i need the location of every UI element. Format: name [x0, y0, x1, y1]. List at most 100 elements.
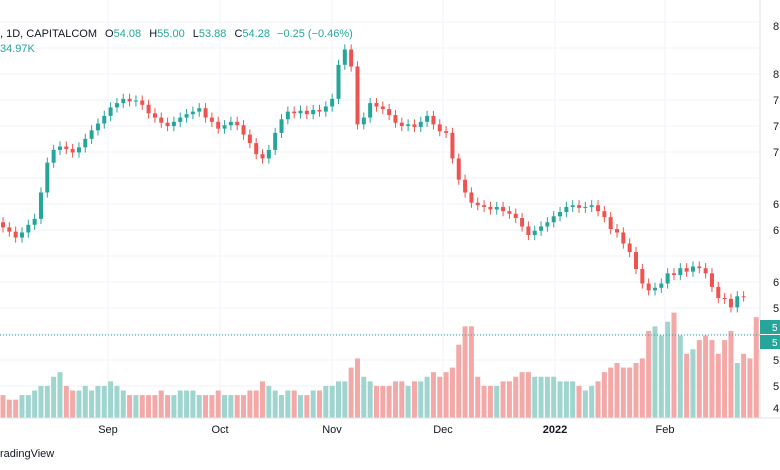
volume-bar	[703, 335, 709, 418]
time-tick-label: Dec	[433, 424, 453, 436]
candle-body	[450, 132, 455, 159]
candle-body	[513, 213, 518, 218]
price-tick-label: 6	[773, 199, 779, 211]
candle-body	[317, 109, 322, 112]
candle-body	[602, 211, 607, 218]
candle-body	[646, 283, 651, 291]
candle-body	[507, 211, 512, 214]
candle-body	[494, 206, 499, 210]
volume-bar	[652, 326, 658, 418]
candle-body	[621, 232, 626, 244]
volume-bar	[380, 385, 386, 418]
volume-bar	[32, 390, 38, 418]
volume-bar	[582, 390, 588, 418]
candle-body	[152, 113, 157, 118]
volume-bar	[114, 385, 120, 418]
candle-body	[551, 216, 556, 223]
candle-body	[241, 125, 246, 135]
volume-bar	[266, 385, 272, 418]
candle-body	[209, 117, 214, 122]
volume-bar	[209, 395, 215, 418]
candle-body	[475, 202, 480, 206]
candle-body	[121, 98, 126, 104]
time-tick-label: Nov	[322, 424, 342, 436]
volume-bar	[462, 326, 468, 418]
volume-bar	[551, 376, 557, 418]
candle-body	[64, 146, 69, 150]
candle-body	[431, 115, 436, 125]
volume-bar	[13, 399, 19, 418]
candle-body	[558, 212, 563, 217]
candle-body	[456, 158, 461, 180]
candle-body	[76, 147, 81, 153]
candle-body	[583, 206, 588, 208]
candle-body	[501, 206, 506, 212]
volume-bar	[335, 381, 341, 418]
volume-bar	[449, 367, 455, 418]
volume-bar	[741, 353, 747, 418]
price-tick-label: 5	[773, 381, 779, 393]
volume-bar	[354, 358, 360, 418]
tradingview-brand[interactable]: radingView	[0, 448, 55, 460]
volume-bar	[171, 395, 177, 418]
ohlc-legend: , 1D, CAPITALCOM O54.08 H55.00 L53.88 C5…	[0, 28, 353, 40]
volume-bar	[627, 367, 633, 418]
candle-body	[640, 269, 645, 284]
volume-bar	[608, 367, 614, 418]
candle-body	[532, 230, 537, 236]
candle-body	[19, 232, 24, 238]
volume-bar	[241, 395, 247, 418]
candle-body	[159, 117, 164, 123]
candle-body	[133, 100, 138, 102]
candle-body	[260, 154, 265, 159]
volume-bar	[506, 381, 512, 418]
volume-bar	[285, 390, 291, 418]
volume-bar	[658, 335, 664, 418]
volume-bar	[184, 390, 190, 418]
price-tick-label: 7	[773, 95, 779, 107]
candle-body	[722, 298, 727, 299]
volume-bar	[348, 367, 354, 418]
price-tick-label: 7	[773, 121, 779, 133]
price-tick-label: 5	[773, 355, 779, 367]
price-tick-label: 5	[773, 303, 779, 315]
volume-bar	[671, 312, 677, 418]
volume-bar	[234, 395, 240, 418]
volume-bar	[25, 395, 31, 418]
candle-body	[418, 121, 423, 127]
candle-body	[716, 286, 721, 298]
candle-body	[279, 119, 284, 133]
volume-bar	[146, 395, 152, 418]
candle-body	[634, 252, 638, 270]
candle-body	[596, 205, 601, 212]
candle-body	[13, 231, 18, 238]
volume-bar	[6, 399, 12, 418]
candle-body	[222, 125, 227, 129]
candle-body	[102, 115, 107, 124]
volume-bar	[165, 395, 171, 418]
volume-bar	[89, 390, 95, 418]
candle-body	[336, 64, 341, 99]
change-value: −0.25 (−0.46%)	[277, 28, 353, 40]
candle-body	[45, 162, 50, 193]
volume-bar	[494, 385, 500, 418]
volume-bar	[196, 395, 202, 418]
volume-bar	[57, 372, 63, 418]
volume-bar	[722, 340, 728, 418]
candle-body	[703, 268, 708, 274]
candle-body	[32, 218, 37, 225]
candle-body	[57, 146, 62, 150]
candle-body	[735, 296, 740, 308]
volume-bar	[253, 390, 259, 418]
candle-body	[444, 131, 449, 133]
volume-bar	[342, 381, 348, 418]
volume-bar	[19, 395, 25, 418]
volume-bar	[279, 395, 285, 418]
candle-body	[70, 149, 75, 153]
candle-body	[368, 103, 373, 118]
candle-body	[349, 49, 354, 67]
candle-body	[671, 273, 676, 276]
candlesticks	[1, 44, 746, 313]
last-price-badge	[760, 320, 780, 334]
